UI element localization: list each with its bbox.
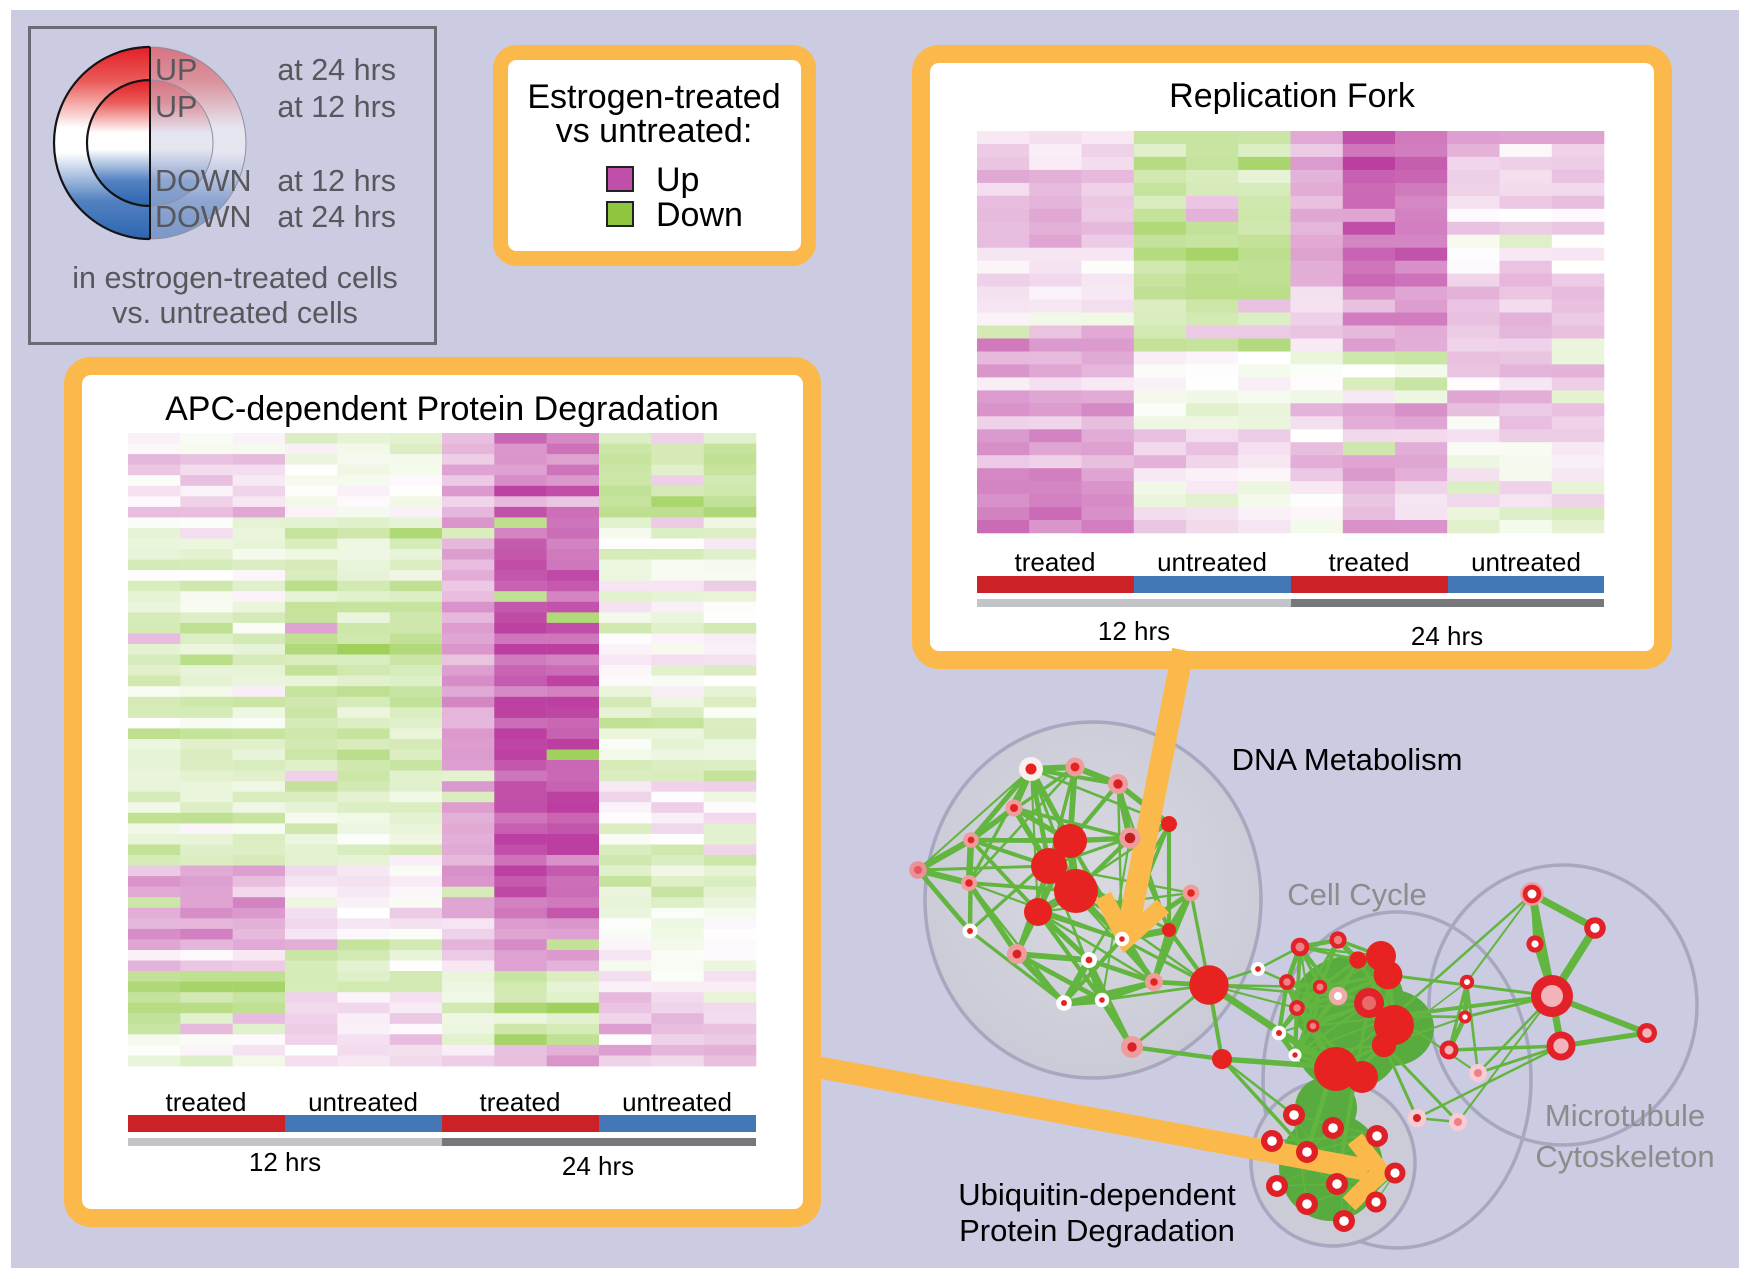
svg-text:Replication Fork: Replication Fork [1169,77,1416,115]
svg-text:untreated: untreated [308,1087,418,1117]
svg-text:12 hrs: 12 hrs [249,1147,321,1177]
svg-text:at 24 hrs: at 24 hrs [277,53,396,87]
svg-text:Estrogen-treated: Estrogen-treated [527,78,780,116]
svg-text:Protein Degradation: Protein Degradation [959,1213,1235,1248]
svg-text:DOWN: DOWN [155,164,252,198]
svg-text:untreated: untreated [622,1087,732,1117]
svg-text:untreated: untreated [1157,547,1267,577]
svg-text:vs untreated:: vs untreated: [556,112,753,150]
svg-text:UP: UP [155,90,197,124]
svg-text:24 hrs: 24 hrs [562,1151,634,1181]
svg-text:Down: Down [656,196,743,234]
svg-text:vs. untreated cells: vs. untreated cells [112,296,358,330]
svg-text:UP: UP [155,53,197,87]
svg-text:Microtubule: Microtubule [1545,1098,1705,1133]
svg-text:Cytoskeleton: Cytoskeleton [1535,1139,1714,1174]
svg-text:at 24 hrs: at 24 hrs [277,200,396,234]
svg-text:treated: treated [480,1087,561,1117]
svg-text:DNA Metabolism: DNA Metabolism [1232,742,1463,777]
svg-text:12 hrs: 12 hrs [1098,616,1170,646]
svg-text:at 12 hrs: at 12 hrs [277,164,396,198]
svg-text:treated: treated [1329,547,1410,577]
svg-text:DOWN: DOWN [155,200,252,234]
svg-text:at 12 hrs: at 12 hrs [277,90,396,124]
svg-text:Ubiquitin-dependent: Ubiquitin-dependent [958,1177,1236,1212]
svg-text:in estrogen-treated cells: in estrogen-treated cells [72,261,398,295]
svg-text:24 hrs: 24 hrs [1411,621,1483,651]
svg-text:APC-dependent Protein Degradat: APC-dependent Protein Degradation [165,390,719,428]
svg-text:Cell Cycle: Cell Cycle [1287,877,1427,912]
svg-text:treated: treated [1015,547,1096,577]
svg-text:Up: Up [656,161,699,199]
svg-text:treated: treated [166,1087,247,1117]
svg-text:untreated: untreated [1471,547,1581,577]
